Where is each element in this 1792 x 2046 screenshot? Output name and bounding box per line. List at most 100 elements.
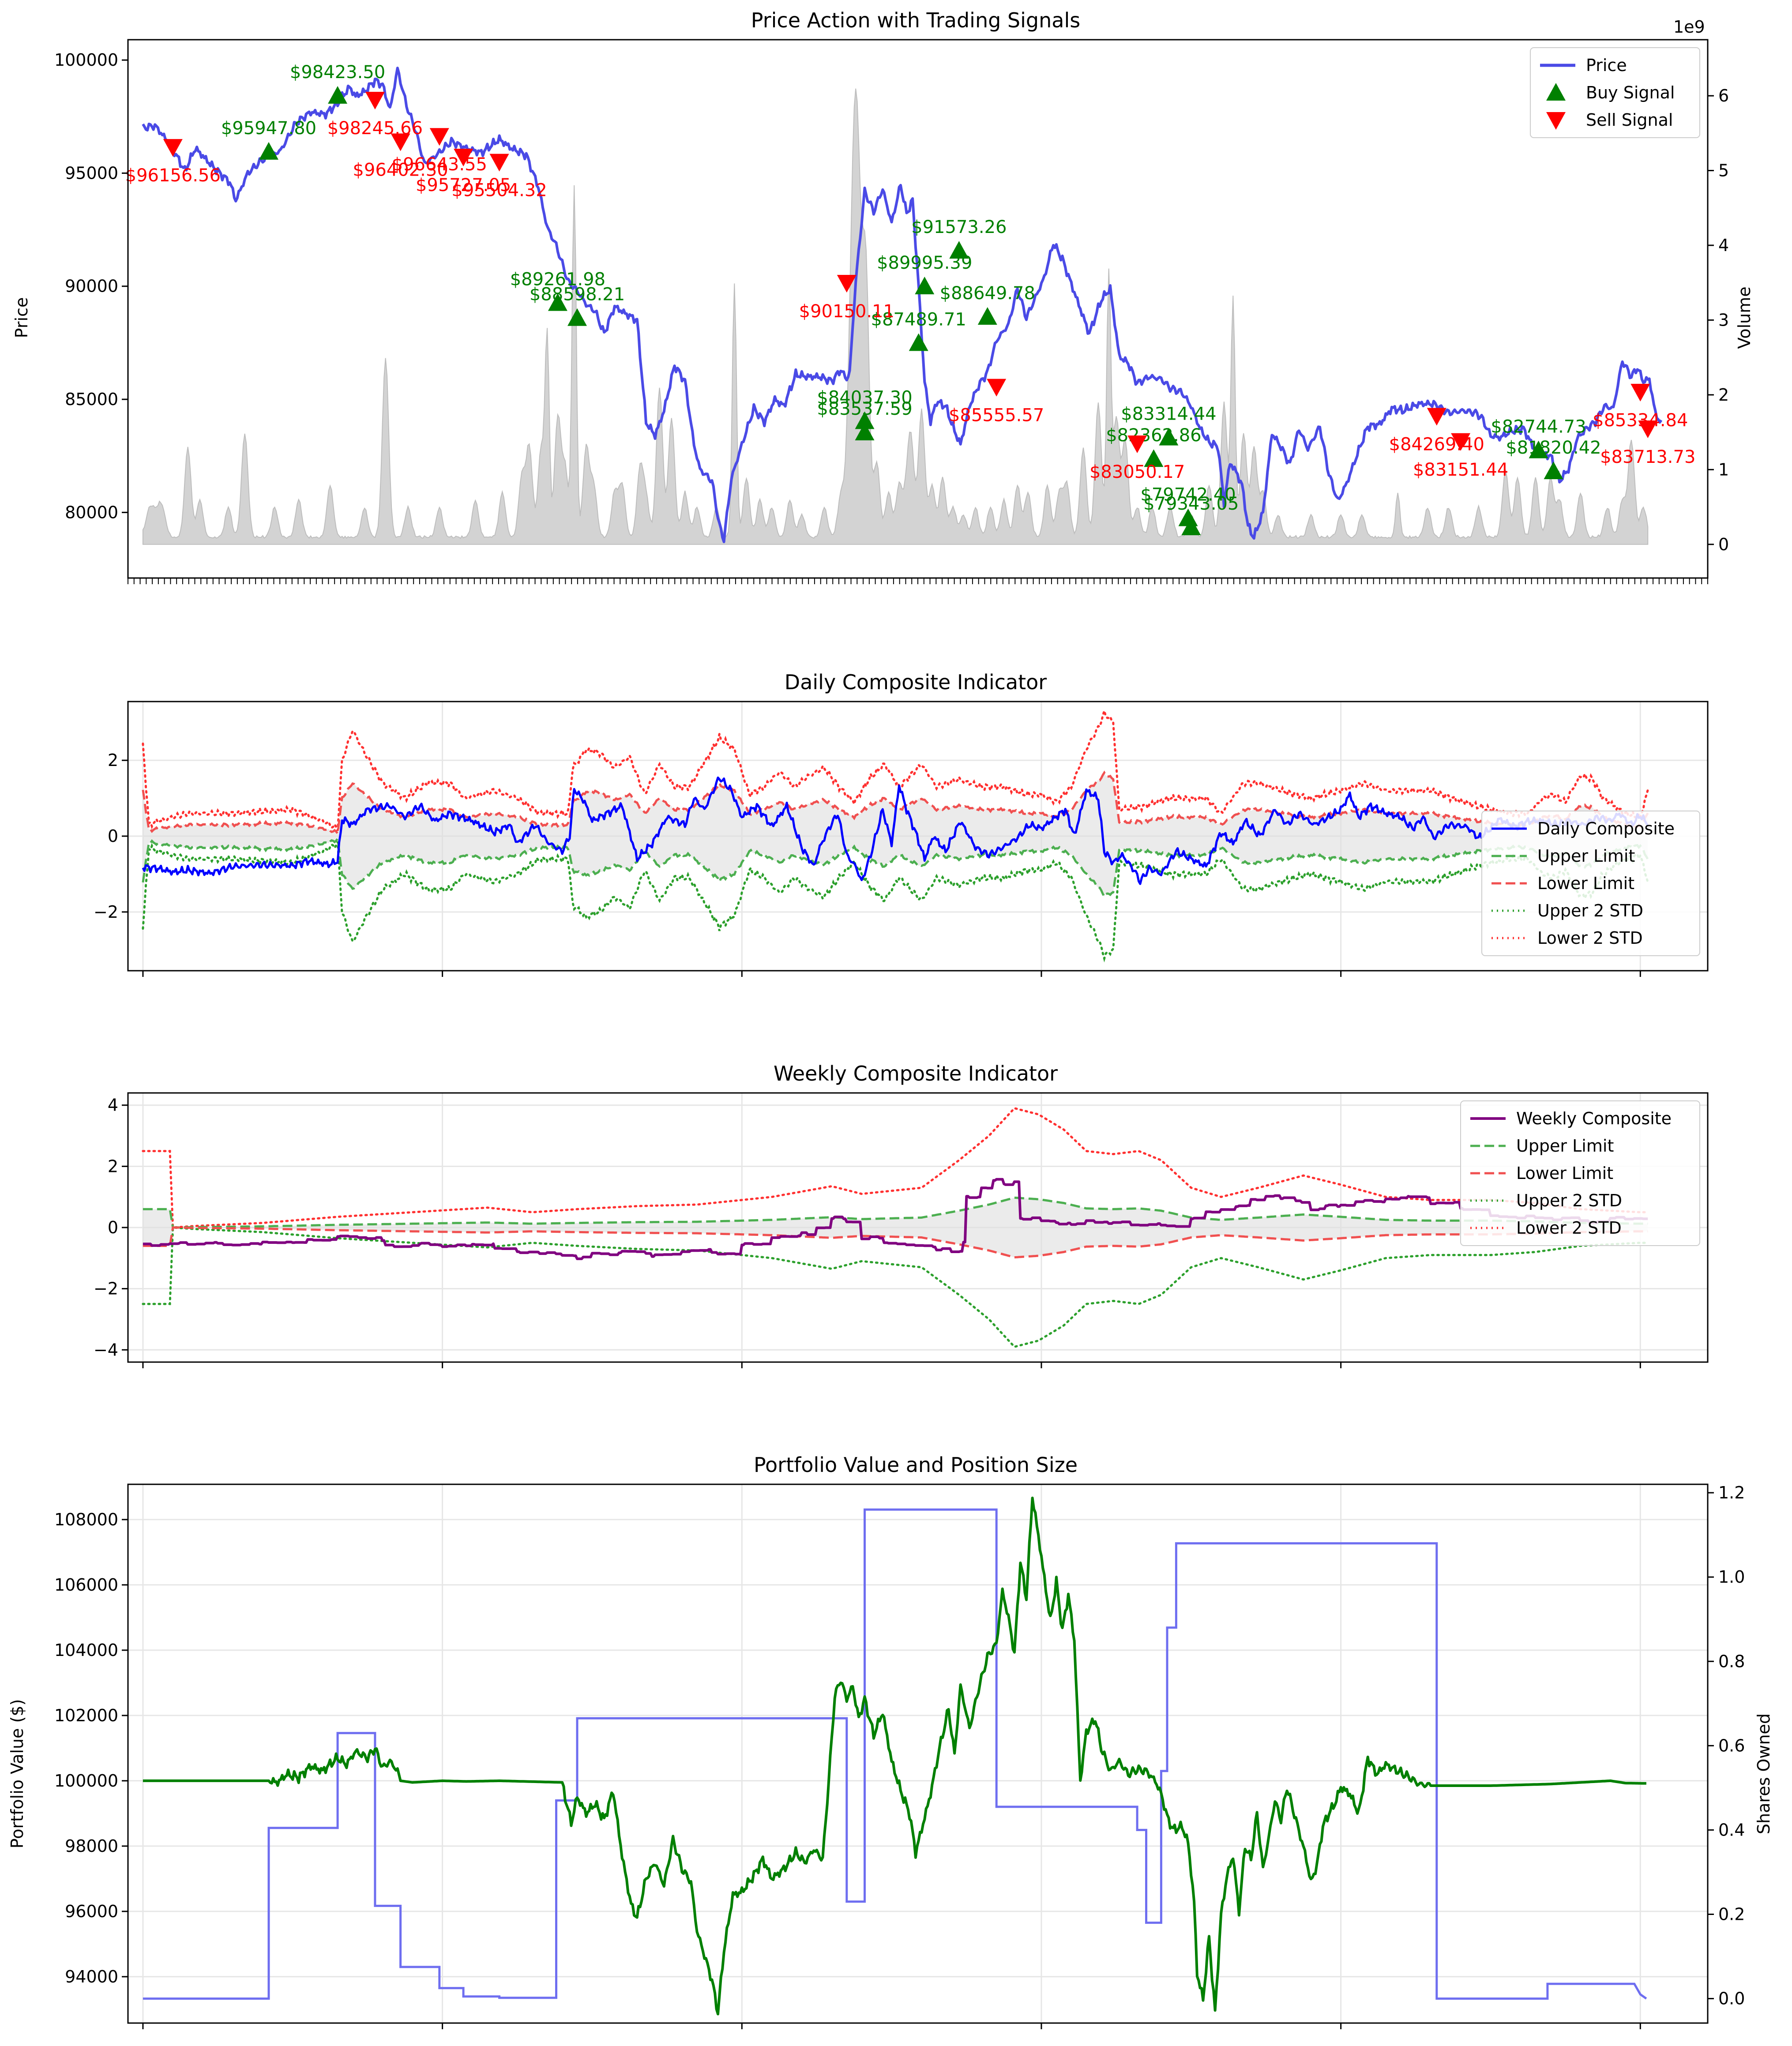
portfolio-axes: 94000 96000 98000 100000 102000 104000 106000 1… <box>54 1483 1745 2029</box>
price-legend-entry: Sell Signal <box>1586 110 1673 130</box>
volume-fill <box>142 88 1649 545</box>
daily-ytick-label: 0 <box>108 826 118 846</box>
buy-label: $84037.30 <box>817 387 912 408</box>
buy-marker <box>1159 428 1179 446</box>
portfolio-ytick-label: 108000 <box>54 1510 118 1529</box>
portfolio-panel: Portfolio Value and Position Size 940009… <box>8 1453 1773 2029</box>
portfolio-lines <box>143 1496 1647 2016</box>
volume-offset-label: 1e9 <box>1673 17 1705 37</box>
price-ytick-label: 80000 <box>65 503 118 522</box>
weekly-legend-entry: Lower Limit <box>1516 1164 1613 1183</box>
buy-marker <box>1144 449 1164 467</box>
price-legend-box <box>1530 47 1700 138</box>
price-axes: 80000 85000 90000 95000 100000 0 1 2 3 4 5 6 <box>54 39 1729 584</box>
weekly-ytick-label: −2 <box>94 1279 118 1299</box>
sell-marker <box>987 379 1007 397</box>
weekly-ytick-label: 0 <box>108 1218 118 1237</box>
price-legend-marker <box>1546 112 1566 130</box>
weekly-legend: Weekly Composite Upper Limit Lower Limit Up… <box>1460 1100 1700 1246</box>
price-title: Price Action with Trading Signals <box>751 8 1080 32</box>
daily-legend-entry: Lower 2 STD <box>1537 928 1643 948</box>
buy-label: $82362.86 <box>1106 425 1201 446</box>
sell-label: $95504.32 <box>451 180 547 201</box>
buy-marker <box>259 142 278 160</box>
buy-label: $98423.50 <box>290 62 385 83</box>
daily-band <box>143 773 1648 897</box>
volume-y2tick-label: 6 <box>1718 86 1729 105</box>
price-legend-entry: Buy Signal <box>1586 83 1675 102</box>
buy-marker <box>977 307 997 325</box>
buy-label: $83314.44 <box>1121 404 1216 424</box>
daily-ytick-label: 2 <box>108 751 118 770</box>
price-ytick-label: 85000 <box>65 390 118 409</box>
daily-legend: Daily Composite Upper Limit Lower Limit Upp… <box>1481 811 1700 956</box>
sell-marker <box>429 128 449 146</box>
daily-panel: Daily Composite Indicator −2 0 2 Daily Com… <box>94 670 1709 977</box>
sell-label: $84269.40 <box>1389 434 1484 454</box>
shares-y2tick-label: 1.0 <box>1718 1567 1745 1587</box>
portfolio-ylabel: Portfolio Value ($) <box>8 1699 27 1849</box>
sell-marker <box>1638 420 1658 438</box>
sell-marker <box>365 92 385 110</box>
weekly-title: Weekly Composite Indicator <box>774 1062 1058 1085</box>
sell-label: $83151.44 <box>1413 460 1508 480</box>
weekly-axes: −4 −2 0 2 4 <box>94 1092 1709 1368</box>
buy-label: $88649.78 <box>940 283 1035 304</box>
sell-marker <box>1451 433 1471 451</box>
buy-label: $82744.73 <box>1491 417 1586 437</box>
shares-y2tick-label: 0.0 <box>1718 1989 1745 2008</box>
weekly-panel: Weekly Composite Indicator −4 −2 0 2 4 Weekl… <box>94 1062 1709 1368</box>
sell-label: $83713.73 <box>1600 447 1695 467</box>
buy-marker <box>909 333 928 351</box>
volume-y2tick-label: 4 <box>1718 236 1729 255</box>
shares-y2tick-label: 0.8 <box>1718 1652 1745 1671</box>
volume-area <box>142 88 1649 545</box>
price-line <box>142 67 1663 543</box>
buy-marker <box>567 308 587 326</box>
buy-marker <box>1544 462 1563 480</box>
buy-marker <box>855 423 875 441</box>
shares-y2tick-label: 1.2 <box>1718 1483 1745 1502</box>
buy-label: $88598.21 <box>530 285 625 305</box>
sell-marker <box>391 133 410 151</box>
daily-legend-box <box>1481 811 1700 956</box>
buy-marker <box>1181 518 1201 536</box>
price-ytick-label: 90000 <box>65 277 118 296</box>
daily-composite-line <box>142 776 1649 885</box>
weekly-lines <box>142 1107 1649 1348</box>
portfolio-ytick-label: 94000 <box>65 1967 118 1986</box>
sell-marker <box>454 149 473 167</box>
volume-y2tick-label: 2 <box>1718 385 1729 405</box>
sell-marker <box>163 139 183 157</box>
sell-label: $85555.57 <box>949 405 1044 426</box>
daily-lines <box>142 706 1649 963</box>
buy-marker <box>915 276 935 294</box>
daily-legend-entry: Lower Limit <box>1537 874 1634 893</box>
buy-label: $79742.40 <box>1140 485 1236 505</box>
weekly-legend-entry: Weekly Composite <box>1516 1109 1672 1128</box>
daily-legend-entry: Upper Limit <box>1537 846 1635 866</box>
sell-label: $96402.30 <box>353 160 448 180</box>
sell-marker <box>837 275 857 293</box>
price-ytick-label: 95000 <box>65 163 118 183</box>
buy-marker <box>328 86 348 104</box>
portfolio-ytick-label: 96000 <box>65 1902 118 1921</box>
buy-label: $81820.42 <box>1506 438 1601 458</box>
signal-markers: $95947.80 $98423.50 $89261.98$88598.21 $840… <box>125 62 1695 536</box>
portfolio-ytick-label: 98000 <box>65 1836 118 1856</box>
sell-marker <box>489 154 509 172</box>
weekly-band <box>143 1198 1648 1258</box>
volume-y2tick-label: 0 <box>1718 535 1729 554</box>
price-panel: Price Action with Trading Signals $95947… <box>12 8 1754 584</box>
price-legend-entry: Price <box>1586 56 1627 75</box>
weekly-composite-line <box>143 1178 1648 1260</box>
price-series <box>142 67 1663 543</box>
buy-label: $89261.98 <box>510 270 605 290</box>
weekly-legend-entry: Upper 2 STD <box>1516 1191 1622 1210</box>
buy-marker <box>548 293 567 311</box>
sell-label: $95727.05 <box>416 175 511 195</box>
portfolio-grid <box>128 1484 1708 2023</box>
buy-label: $95947.80 <box>221 118 316 139</box>
